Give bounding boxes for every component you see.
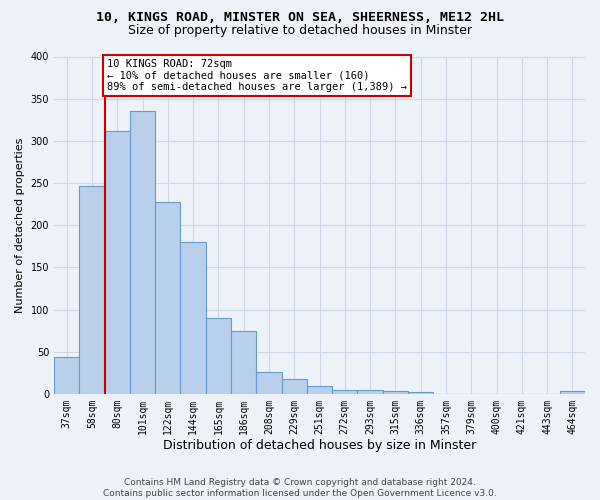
Bar <box>130 112 155 394</box>
Text: Contains HM Land Registry data © Crown copyright and database right 2024.
Contai: Contains HM Land Registry data © Crown c… <box>103 478 497 498</box>
Bar <box>383 392 408 394</box>
Bar <box>231 332 256 394</box>
Bar <box>332 390 358 394</box>
Bar <box>560 392 585 394</box>
Bar <box>408 392 433 394</box>
Text: 10, KINGS ROAD, MINSTER ON SEA, SHEERNESS, ME12 2HL: 10, KINGS ROAD, MINSTER ON SEA, SHEERNES… <box>96 11 504 24</box>
Bar <box>307 386 332 394</box>
Bar <box>256 372 281 394</box>
Bar <box>181 242 206 394</box>
Text: 10 KINGS ROAD: 72sqm
← 10% of detached houses are smaller (160)
89% of semi-deta: 10 KINGS ROAD: 72sqm ← 10% of detached h… <box>107 59 407 92</box>
Bar <box>54 356 79 394</box>
Bar <box>281 380 307 394</box>
Bar <box>155 202 181 394</box>
Text: Size of property relative to detached houses in Minster: Size of property relative to detached ho… <box>128 24 472 37</box>
X-axis label: Distribution of detached houses by size in Minster: Distribution of detached houses by size … <box>163 440 476 452</box>
Bar <box>79 186 104 394</box>
Bar <box>206 318 231 394</box>
Bar <box>358 390 383 394</box>
Y-axis label: Number of detached properties: Number of detached properties <box>15 138 25 313</box>
Bar <box>104 130 130 394</box>
